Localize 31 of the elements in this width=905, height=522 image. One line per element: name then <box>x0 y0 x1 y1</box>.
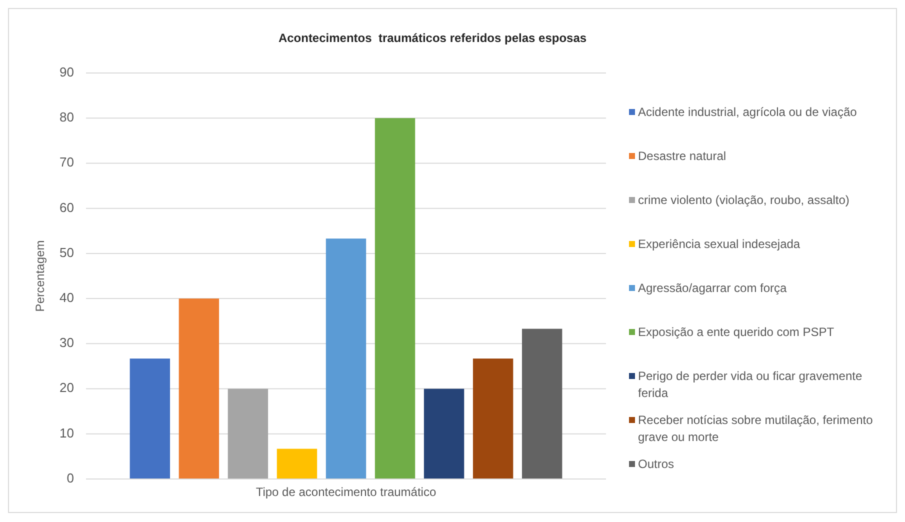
legend-label: Exposição a ente querido com PSPT <box>638 325 835 340</box>
bar <box>424 388 464 479</box>
bar <box>178 298 220 479</box>
legend-label: Desastre natural <box>638 149 726 164</box>
legend-label: Experiência sexual indesejada <box>638 237 800 252</box>
bar <box>228 388 268 479</box>
legend-label: Receber notícias sobre mutilação, ferimento grave ou morte <box>638 413 874 444</box>
legend-label: Acidente industrial, agrícola ou de viação <box>638 105 858 120</box>
y-tick-label: 30 <box>60 335 74 350</box>
x-axis-title: Tipo de acontecimento traumático <box>256 485 436 499</box>
y-tick-label: 40 <box>60 290 74 305</box>
y-tick-label: 50 <box>60 244 74 260</box>
legend-label: Agressão/agarrar com força <box>638 281 788 296</box>
chart-title: Acontecimentos traumáticos referidos pelas esposas <box>278 31 587 45</box>
y-tick-label: 10 <box>60 425 74 440</box>
y-tick-label: 60 <box>60 200 74 215</box>
y-axis-title: Percentagem <box>33 240 47 312</box>
bar <box>472 358 514 479</box>
y-tick-label: 20 <box>60 380 74 396</box>
bar <box>276 448 318 479</box>
legend-label: Perigo de perder vida ou ficar gravemente ferida <box>638 369 862 400</box>
bar <box>374 118 416 479</box>
bar <box>326 238 366 479</box>
y-tick-label: 70 <box>60 154 74 170</box>
bar <box>130 358 170 479</box>
legend-label: crime violento (violação, roubo, assalto) <box>638 193 850 208</box>
y-tick-label: 0 <box>66 470 74 486</box>
legend-label: Outros <box>638 457 674 472</box>
bar <box>522 328 562 479</box>
y-tick-label: 80 <box>60 110 74 125</box>
y-tick-label: 90 <box>60 64 74 80</box>
